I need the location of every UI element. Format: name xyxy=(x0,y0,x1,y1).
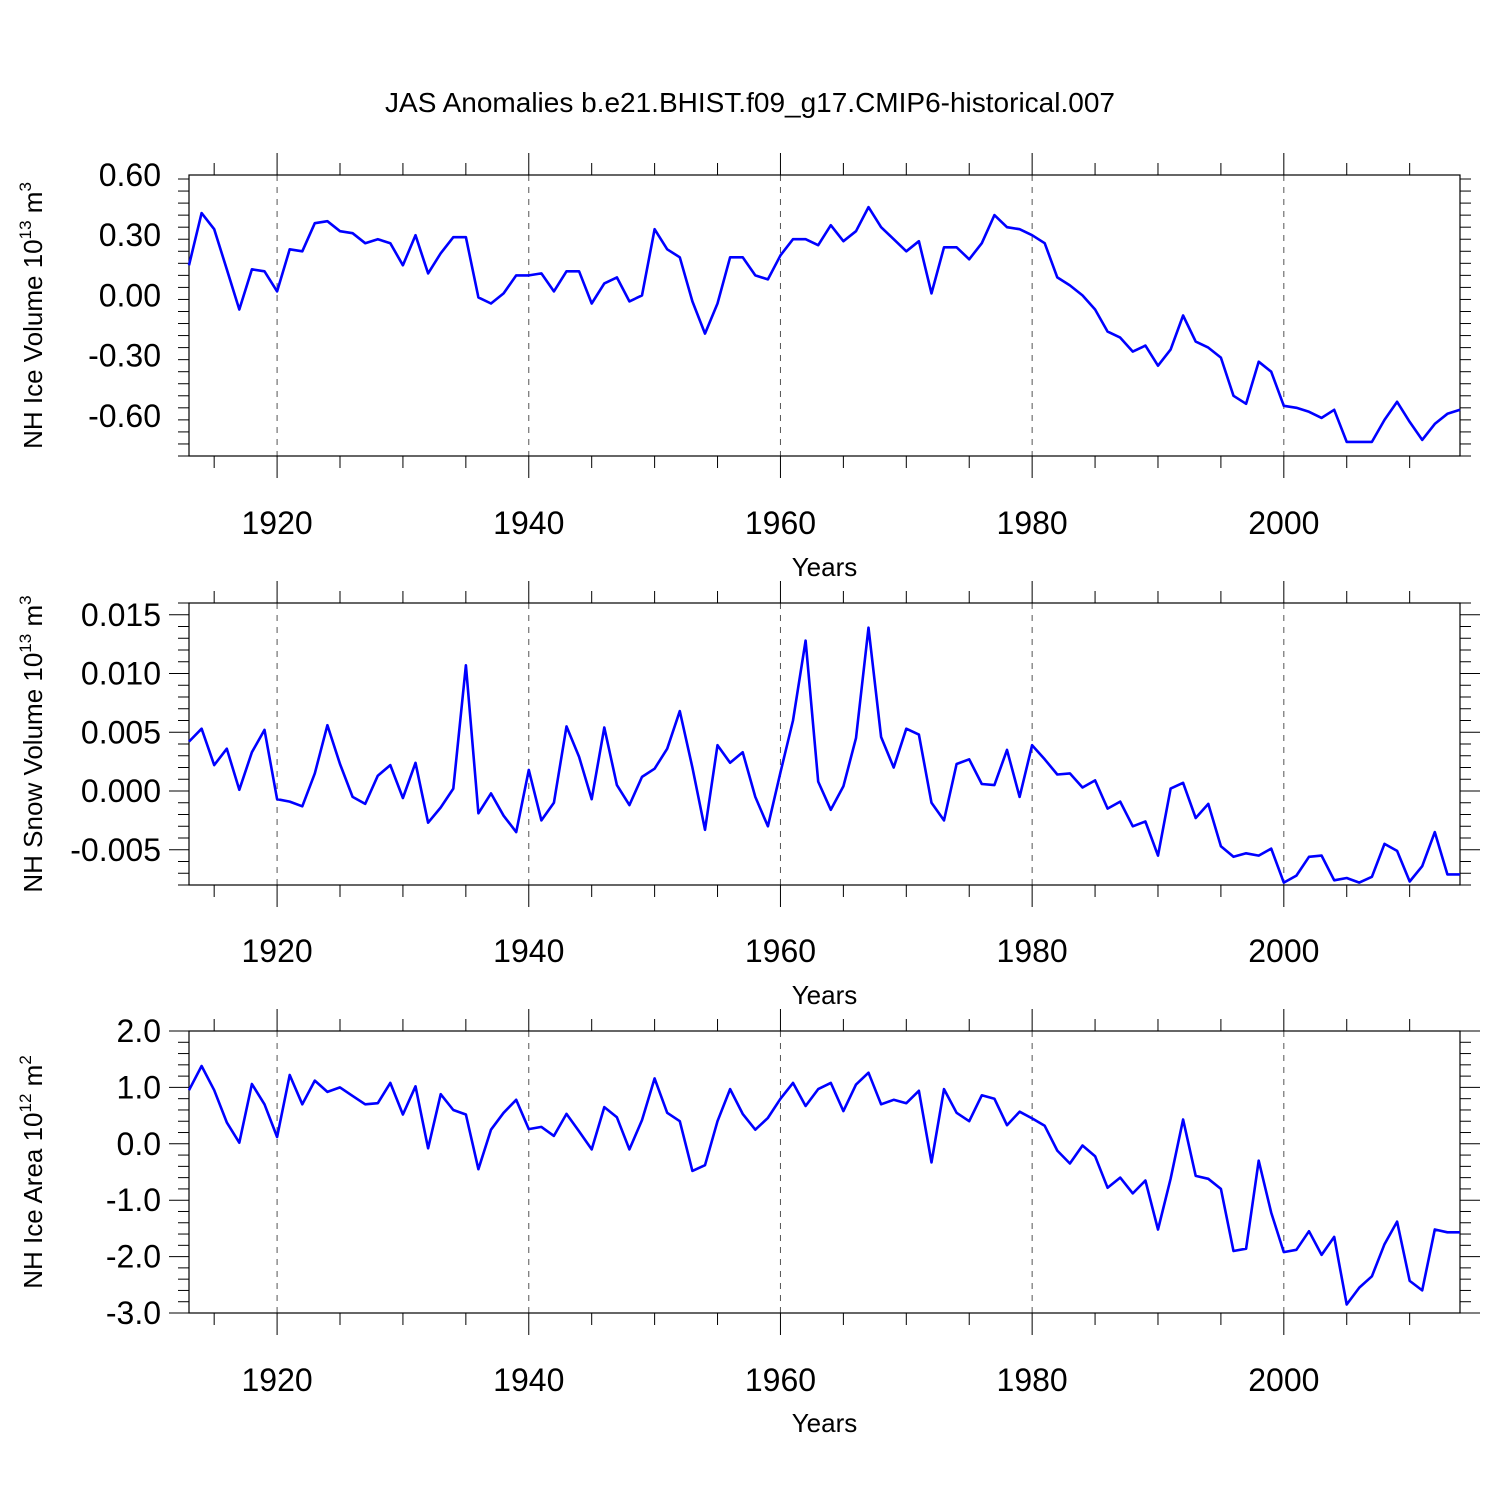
y-axis-label-base: NH Ice Area 10 xyxy=(18,1112,48,1288)
y-axis-label: NH Ice Volume 1013 m3 xyxy=(16,182,48,449)
y-tick-label: -0.30 xyxy=(88,338,161,374)
y-axis-label-unit_exp: 3 xyxy=(16,595,35,604)
x-tick-label: 1960 xyxy=(745,933,816,969)
x-tick-label: 1960 xyxy=(745,1362,816,1398)
y-tick-label: 2.0 xyxy=(117,1013,161,1049)
y-axis-label-base: NH Ice Volume 10 xyxy=(18,239,48,449)
plot-frame xyxy=(188,602,1461,886)
x-tick-label: 1920 xyxy=(241,933,312,969)
y-axis-label-unit_exp: 2 xyxy=(16,1055,35,1064)
x-tick-label: 1940 xyxy=(493,933,564,969)
x-tick-label: 2000 xyxy=(1248,933,1319,969)
x-tick-label: 2000 xyxy=(1248,1362,1319,1398)
y-tick-label: -0.005 xyxy=(70,832,161,868)
y-axis-label-exp: 12 xyxy=(16,1094,35,1113)
plot-frame xyxy=(188,1030,1461,1314)
y-axis-label-unit: m xyxy=(18,1065,48,1094)
x-tick-label: 1980 xyxy=(997,505,1068,541)
series-line xyxy=(187,1064,1460,1306)
x-tick-label: 2000 xyxy=(1248,505,1319,541)
y-axis-label: NH Ice Area 1012 m2 xyxy=(16,1055,48,1289)
x-tick-label: 1940 xyxy=(493,505,564,541)
y-tick-label: -0.60 xyxy=(88,398,161,434)
y-tick-label: 0.010 xyxy=(81,656,161,692)
y-axis-label-exp: 13 xyxy=(16,634,35,653)
series-line xyxy=(188,626,1460,884)
y-axis-label-unit: m xyxy=(18,605,48,634)
panel-2: 0.015 0.010 0.005 0.000 -0.005 1920 1940 1960 19… xyxy=(16,581,1480,1010)
plot-frame xyxy=(188,174,1461,457)
x-tick-label: 1920 xyxy=(241,1362,312,1398)
x-tick-label: 1920 xyxy=(241,505,312,541)
y-axis-label: NH Snow Volume 1013 m3 xyxy=(16,595,48,892)
y-tick-label: 0.0 xyxy=(117,1126,161,1162)
panel-1: 0.60 0.30 0.00 -0.30 -0.60 1920 1940 1960 1980 20… xyxy=(16,153,1471,582)
x-tick-label: 1980 xyxy=(997,1362,1068,1398)
chart-title: JAS Anomalies b.e21.BHIST.f09_g17.CMIP6-… xyxy=(385,87,1115,118)
x-axis-label: Years xyxy=(792,1408,858,1438)
y-tick-label: 0.000 xyxy=(81,773,161,809)
y-tick-label: 0.30 xyxy=(99,217,161,253)
y-tick-label: 0.00 xyxy=(99,277,161,313)
y-axis-label-exp: 13 xyxy=(16,220,35,239)
y-axis-label-base: NH Snow Volume 10 xyxy=(18,653,48,893)
y-tick-label: -2.0 xyxy=(106,1239,161,1275)
x-tick-label: 1960 xyxy=(745,505,816,541)
y-tick-label: 1.0 xyxy=(117,1069,161,1105)
y-tick-label: 0.005 xyxy=(81,714,161,750)
y-axis-label-unit_exp: 3 xyxy=(16,182,35,191)
series-line xyxy=(187,205,1461,444)
x-tick-label: 1940 xyxy=(493,1362,564,1398)
y-axis-label-unit: m xyxy=(18,192,48,221)
y-tick-label: 0.60 xyxy=(99,157,161,193)
panel-3: 2.0 1.0 0.0 -1.0 -2.0 -3.0 1920 1940 1960 1980 200… xyxy=(16,1009,1480,1438)
x-tick-label: 1980 xyxy=(997,933,1068,969)
y-tick-label: -1.0 xyxy=(106,1182,161,1218)
x-axis-label: Years xyxy=(792,552,858,582)
y-tick-label: 0.015 xyxy=(81,597,161,633)
y-tick-label: -3.0 xyxy=(106,1295,161,1331)
x-axis-label: Years xyxy=(792,980,858,1010)
